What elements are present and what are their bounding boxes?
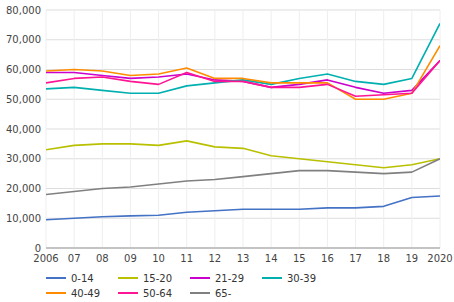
legend-swatch <box>190 277 210 279</box>
grid-line-x <box>327 10 328 248</box>
grid-line-x <box>102 10 103 248</box>
x-tick-label: 18 <box>377 253 390 264</box>
legend-swatch <box>262 277 282 279</box>
legend-label: 65- <box>215 288 232 299</box>
x-tick-label: 11 <box>180 253 193 264</box>
lines <box>46 23 440 219</box>
x-tick-label: 12 <box>208 253 221 264</box>
y-tick-label: 10,000 <box>6 213 41 224</box>
legend-label: 15-20 <box>143 273 172 284</box>
y-tick-label: 30,000 <box>6 153 41 164</box>
grid-line-x <box>271 10 272 248</box>
x-tick-label: 13 <box>237 253 250 264</box>
legend-label: 50-64 <box>143 288 172 299</box>
grid <box>46 10 440 248</box>
legend-label: 21-29 <box>215 273 244 284</box>
series-line <box>46 141 440 168</box>
x-tick-label: 09 <box>124 253 137 264</box>
y-tick-label: 50,000 <box>6 94 41 105</box>
legend: 0-14 15-20 21-29 30-39 40-49 50-64 65- <box>46 273 316 299</box>
grid-line-x <box>74 10 75 248</box>
series-line <box>46 61 440 97</box>
grid-line-x <box>46 10 47 248</box>
grid-line-x <box>214 10 215 248</box>
series-line <box>46 196 440 220</box>
x-tick-label: 15 <box>293 253 306 264</box>
y-tick-label: 0 <box>35 243 41 254</box>
x-tick-label: 10 <box>152 253 165 264</box>
axes: 0 10,000 20,000 30,000 40,000 50,000 60,000 70,… <box>6 5 453 265</box>
y-tick-label: 20,000 <box>6 183 41 194</box>
series-line <box>46 46 440 100</box>
legend-swatch <box>118 277 138 279</box>
grid-line-x <box>158 10 159 248</box>
series-line <box>46 159 440 195</box>
x-tick-label: 2020 <box>427 253 452 264</box>
legend-label: 40-49 <box>71 288 100 299</box>
grid-line-y <box>46 248 440 249</box>
grid-line-x <box>130 10 131 248</box>
grid-line-x <box>299 10 300 248</box>
series-line <box>46 23 440 93</box>
grid-line-x <box>383 10 384 248</box>
chart: 0 10,000 20,000 30,000 40,000 50,000 60,000 70,… <box>0 0 454 302</box>
y-tick-label: 70,000 <box>6 34 41 45</box>
grid-line-x <box>411 10 412 248</box>
legend-swatch <box>46 292 66 294</box>
y-tick-label: 80,000 <box>6 5 41 16</box>
x-tick-label: 2006 <box>33 253 58 264</box>
y-tick-label: 40,000 <box>6 124 41 135</box>
grid-line-x <box>355 10 356 248</box>
x-tick-label: 17 <box>349 253 362 264</box>
grid-line-x <box>243 10 244 248</box>
legend-swatch <box>118 292 138 294</box>
y-tick-label: 60,000 <box>6 64 41 75</box>
legend-label: 0-14 <box>71 273 94 284</box>
x-tick-label: 07 <box>68 253 81 264</box>
x-tick-label: 19 <box>405 253 418 264</box>
x-tick-label: 08 <box>96 253 109 264</box>
x-tick-label: 16 <box>321 253 334 264</box>
legend-swatch <box>190 292 210 294</box>
x-axis-line <box>46 248 440 249</box>
x-tick-label: 14 <box>265 253 278 264</box>
legend-label: 30-39 <box>287 273 316 284</box>
legend-swatch <box>46 277 66 279</box>
